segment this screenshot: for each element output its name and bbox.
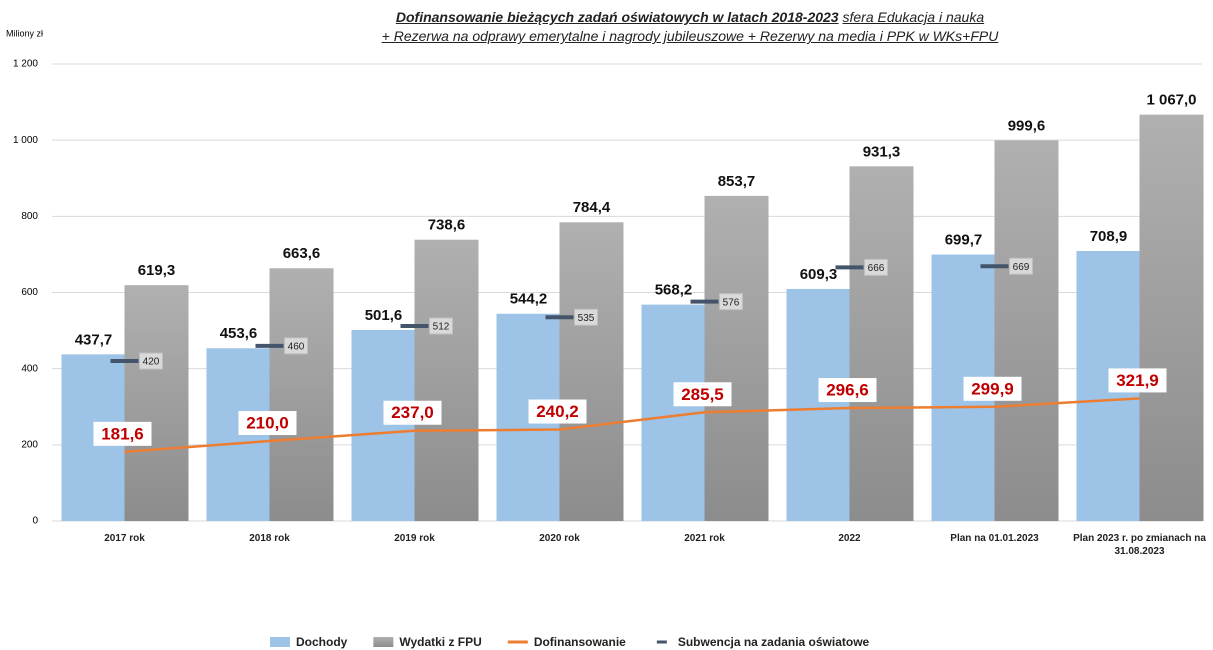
legend-label: Wydatki z FPU bbox=[399, 635, 481, 649]
legend-label: Dofinansowanie bbox=[534, 635, 626, 649]
data-label: 609,3 bbox=[800, 266, 838, 283]
data-label: 501,6 bbox=[365, 307, 403, 324]
data-label-box bbox=[383, 400, 442, 425]
bar bbox=[1139, 114, 1204, 522]
data-label: 544,2 bbox=[510, 291, 548, 308]
marker-label-box bbox=[429, 317, 453, 335]
marker-label-box bbox=[574, 308, 598, 326]
y-tick-label: 800 bbox=[21, 211, 38, 222]
x-tick-label: 2021 rok bbox=[684, 533, 725, 544]
y-tick-label: 400 bbox=[21, 363, 38, 374]
bar bbox=[414, 239, 479, 522]
data-label: 708,9 bbox=[1090, 228, 1128, 245]
data-label: 437,7 bbox=[75, 331, 113, 348]
marker-label: 666 bbox=[868, 263, 885, 274]
marker-label: 669 bbox=[1013, 262, 1030, 273]
data-label: 1 067,0 bbox=[1146, 92, 1196, 109]
data-label-box bbox=[673, 382, 732, 407]
bar bbox=[124, 285, 189, 521]
marker-label: 512 bbox=[433, 322, 450, 333]
data-label: 237,0 bbox=[391, 403, 434, 422]
x-tick-label: 2020 rok bbox=[539, 533, 580, 544]
legend-swatch bbox=[373, 637, 394, 647]
marker-label-box bbox=[1009, 257, 1033, 275]
line bbox=[124, 397, 1140, 454]
data-label: 568,2 bbox=[655, 282, 693, 299]
data-label-box bbox=[238, 411, 297, 436]
data-label: 296,6 bbox=[826, 381, 869, 400]
data-label: 663,6 bbox=[283, 245, 321, 262]
data-label-box bbox=[528, 399, 587, 424]
bar bbox=[849, 166, 914, 522]
marker-label-box bbox=[284, 337, 308, 355]
data-label: 999,6 bbox=[1008, 117, 1046, 134]
x-tick-label: 2019 rok bbox=[394, 533, 435, 544]
bar bbox=[351, 329, 416, 521]
x-tick-label: Plan 2023 r. po zmianach na 31.08.2023 bbox=[1073, 533, 1206, 557]
marker-label-box bbox=[719, 293, 743, 311]
data-label: 853,7 bbox=[718, 173, 756, 190]
data-label-box bbox=[963, 376, 1022, 401]
legend-label: Subwencja na zadania oświatowe bbox=[678, 635, 870, 649]
y-tick-label: 600 bbox=[21, 287, 38, 298]
marker-label-box bbox=[864, 258, 888, 276]
bar bbox=[559, 222, 624, 521]
marker-label: 535 bbox=[578, 313, 595, 324]
data-label: 699,7 bbox=[945, 231, 983, 248]
data-label: 321,9 bbox=[1116, 371, 1159, 390]
x-tick-label: Plan na 01.01.2023 bbox=[950, 533, 1039, 544]
data-label-box bbox=[93, 421, 152, 446]
data-label: 931,3 bbox=[863, 143, 901, 160]
data-label: 738,6 bbox=[428, 217, 466, 234]
y-tick-label: 1 200 bbox=[13, 59, 38, 70]
title-line2: + Rezerwa na odprawy emerytalne i nagrod… bbox=[381, 28, 999, 44]
data-label: 619,3 bbox=[138, 262, 176, 279]
bar bbox=[786, 288, 851, 521]
data-label: 453,6 bbox=[220, 325, 258, 342]
title-rest: sfera Edukacja i nauka bbox=[842, 9, 985, 25]
legend-swatch bbox=[270, 637, 290, 647]
data-label: 285,5 bbox=[681, 385, 724, 404]
marker-label: 576 bbox=[723, 297, 740, 308]
bar bbox=[269, 268, 334, 521]
data-label: 784,4 bbox=[573, 199, 611, 216]
marker-label: 420 bbox=[143, 357, 160, 368]
data-label: 299,9 bbox=[971, 379, 1014, 398]
chart-title: Dofinansowanie bieżących zadań oświatowy… bbox=[300, 8, 1080, 46]
data-label: 181,6 bbox=[101, 424, 144, 443]
x-tick-label: 2017 rok bbox=[104, 533, 145, 544]
y-tick-label: 200 bbox=[21, 439, 38, 450]
data-label: 210,0 bbox=[246, 414, 289, 433]
legend-label: Dochody bbox=[296, 635, 348, 649]
y-axis-label: Miliony zł bbox=[6, 28, 43, 38]
bar bbox=[994, 140, 1059, 521]
marker-label-box bbox=[139, 352, 163, 370]
y-tick-label: 1 000 bbox=[13, 135, 38, 146]
x-tick-label: 2022 bbox=[838, 533, 861, 544]
title-bold: Dofinansowanie bieżących zadań oświatowy… bbox=[395, 9, 839, 25]
data-label-box bbox=[818, 378, 877, 403]
data-label: 240,2 bbox=[536, 402, 579, 421]
x-tick-label: 2018 rok bbox=[249, 533, 290, 544]
bar bbox=[704, 195, 769, 522]
marker-label: 460 bbox=[288, 341, 305, 352]
data-label-box bbox=[1108, 368, 1167, 393]
y-tick-label: 0 bbox=[32, 516, 38, 527]
